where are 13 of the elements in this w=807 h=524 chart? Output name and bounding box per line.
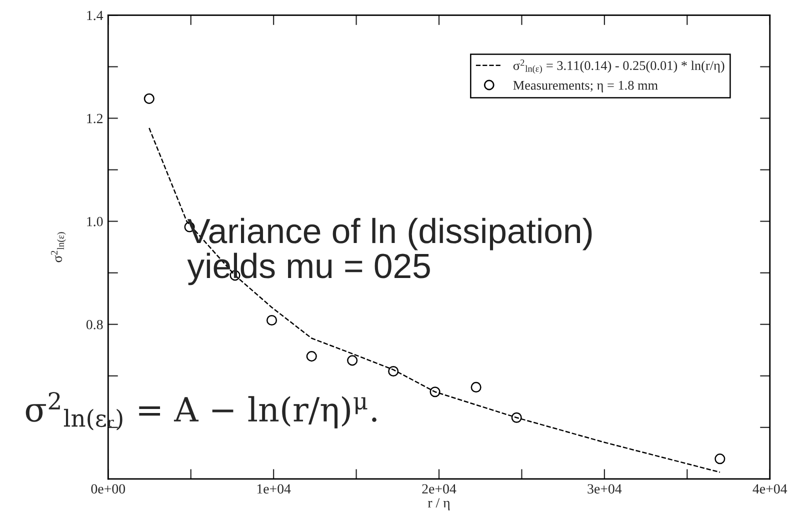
legend-label: σ$^{2}$$_{ln(ε)}$ = 3.11(0.14) - 0.25(0.01) * ln(r/η) xyxy=(513,60,724,74)
x-tick-label: 3e+04 xyxy=(588,484,622,494)
x-tick-label: 2e+04 xyxy=(422,484,456,494)
y-tick-label: 0.8 xyxy=(86,320,103,330)
y-tick-label: 1.0 xyxy=(87,216,103,226)
x-axis-title: r / η xyxy=(428,498,450,510)
y-tick-label: 1.4 xyxy=(87,10,104,20)
y-tick-label: 1.2 xyxy=(87,114,103,124)
x-tick-label: 0e+00 xyxy=(91,484,126,494)
legend-label: Measurements; η = 1.8 mm xyxy=(513,80,658,92)
x-tick-label: 4e+04 xyxy=(752,484,788,494)
x-tick-label: 1e+04 xyxy=(257,484,291,494)
y-axis-title: σ$^{2}$$_{ln(ε)}$ xyxy=(51,232,66,262)
